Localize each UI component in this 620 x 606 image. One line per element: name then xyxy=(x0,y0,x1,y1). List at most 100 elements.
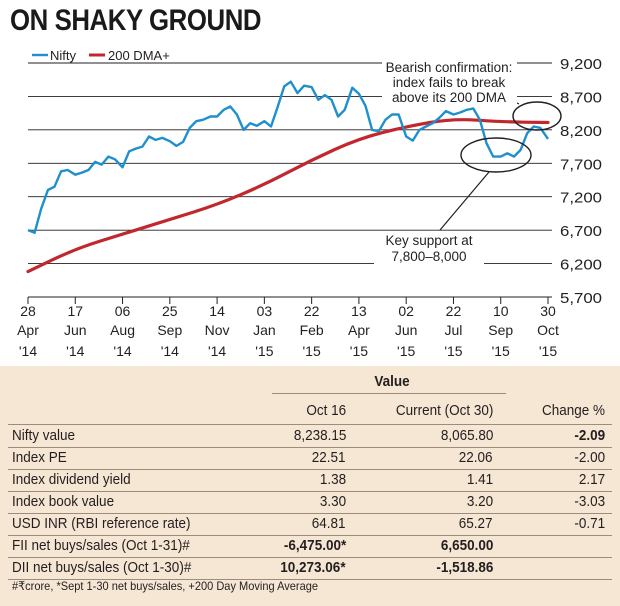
table-row-label: Index PE xyxy=(12,449,67,466)
row-divider xyxy=(8,447,612,448)
x-tick-label: Sep xyxy=(157,322,182,338)
x-tick-label: 06 xyxy=(115,303,131,319)
x-tick-label: Jan xyxy=(253,322,276,338)
x-tick-label: 03 xyxy=(257,303,273,319)
y-tick-label: 8,700 xyxy=(560,89,602,106)
y-tick-label: 8,200 xyxy=(560,123,602,140)
x-tick-label: Jun xyxy=(395,322,418,338)
header-rule xyxy=(272,393,506,394)
row-divider xyxy=(8,557,612,558)
y-tick-label: 9,200 xyxy=(560,56,602,73)
annotation-text: above its 200 DMA xyxy=(392,90,506,105)
x-tick-label: '14 xyxy=(113,343,131,359)
row-divider xyxy=(8,469,612,470)
page-title: ON SHAKY GROUND xyxy=(10,4,262,37)
table-row-label: DII net buys/sales (Oct 1-30)# xyxy=(12,559,192,576)
legend-label-200dma: 200 DMA+ xyxy=(108,48,170,63)
y-tick-label: 5,700 xyxy=(560,290,602,307)
table-row-label: USD INR (RBI reference rate) xyxy=(12,515,191,532)
table-cell: 22.06 xyxy=(459,449,493,466)
annotation-text: 7,800–8,000 xyxy=(391,249,466,264)
x-tick-label: '15 xyxy=(255,343,273,359)
x-tick-label: Sep xyxy=(488,322,513,338)
row-divider xyxy=(8,513,612,514)
annotation-leader xyxy=(439,171,490,231)
annotation-text: index fails to break xyxy=(393,75,506,90)
x-tick-label: 30 xyxy=(540,303,556,319)
x-tick-label: 13 xyxy=(351,303,367,319)
y-tick-label: 7,200 xyxy=(560,190,602,207)
table-cell: 1.38 xyxy=(319,471,346,488)
row-divider xyxy=(8,579,612,580)
x-tick-label: Aug xyxy=(110,322,135,338)
x-tick-label: '15 xyxy=(350,343,368,359)
table-cell: -6,475.00* xyxy=(283,537,346,554)
table-row-label: Index book value xyxy=(12,493,115,510)
line-chart: 9,200 8,700 8,200 7,700 7,200 6,700 6,200 5,700… xyxy=(17,48,602,359)
x-tick-label: '14 xyxy=(66,343,84,359)
table-cell: 8,238.15 xyxy=(293,427,346,444)
x-tick-label: '15 xyxy=(444,343,462,359)
x-tick-label: Nov xyxy=(205,322,230,338)
row-divider xyxy=(8,535,612,536)
y-tick-label: 6,700 xyxy=(560,223,602,240)
table-cell: 2.17 xyxy=(578,471,605,488)
table-column-header: Oct 16 xyxy=(306,402,346,419)
x-tick-label: Apr xyxy=(348,322,370,338)
annotation-box xyxy=(382,57,517,105)
x-tick-label: 02 xyxy=(398,303,414,319)
x-tick-label: 10 xyxy=(493,303,509,319)
x-tick-label: Jun xyxy=(64,322,87,338)
x-tick-label: Jul xyxy=(445,322,463,338)
table-cell: 65.27 xyxy=(459,515,493,532)
x-tick-label: '15 xyxy=(539,343,557,359)
x-tick-label: 22 xyxy=(446,303,462,319)
row-divider xyxy=(8,491,612,492)
x-tick-label: '14 xyxy=(208,343,226,359)
table-cell: 10,273.06* xyxy=(280,559,346,576)
series-line-200dma xyxy=(26,118,550,274)
table-cell: 22.51 xyxy=(312,449,346,466)
table-row-label: Nifty value xyxy=(12,427,76,444)
table-cell: -1,518.86 xyxy=(435,559,493,576)
table-cell: -3.03 xyxy=(574,493,605,510)
x-tick-label: 14 xyxy=(209,303,225,319)
x-tick-label: 17 xyxy=(67,303,83,319)
table-cell: -2.09 xyxy=(574,427,605,444)
x-tick-label: 28 xyxy=(20,303,36,319)
table-cell: -0.71 xyxy=(574,515,605,532)
x-tick-label: 22 xyxy=(304,303,320,319)
table-cell: 64.81 xyxy=(312,515,346,532)
x-tick-label: Oct xyxy=(537,322,559,338)
table-row-label: Index dividend yield xyxy=(12,471,131,488)
data-table-panel xyxy=(0,366,620,606)
annotation-circle xyxy=(512,101,562,131)
table-group-header: Value xyxy=(374,373,410,390)
table-column-header: Change % xyxy=(541,402,605,419)
row-divider xyxy=(8,424,612,425)
x-tick-label: '15 xyxy=(492,343,510,359)
x-tick-label: Feb xyxy=(300,322,324,338)
annotation-box xyxy=(374,232,484,266)
x-tick-label: '14 xyxy=(19,343,37,359)
table-cell: 3.20 xyxy=(466,493,493,510)
x-tick-label: '15 xyxy=(397,343,415,359)
annotation-text: Bearish confirmation: xyxy=(386,60,513,75)
x-tick-label: Apr xyxy=(17,322,39,338)
x-tick-label: 25 xyxy=(162,303,178,319)
x-tick-label: '15 xyxy=(303,343,321,359)
y-tick-label: 7,700 xyxy=(560,156,602,173)
series-line-nifty xyxy=(27,80,549,234)
annotation-circle xyxy=(460,137,532,173)
table-cell: 1.41 xyxy=(466,471,493,488)
annotation-text: Key support at xyxy=(385,233,472,248)
footnote: #₹crore, *Sept 1-30 net buys/sales, +200… xyxy=(12,579,319,593)
x-tick-label: '14 xyxy=(161,343,179,359)
table-cell: 8,065.80 xyxy=(440,427,493,444)
table-row-label: FII net buys/sales (Oct 1-31)# xyxy=(12,537,190,554)
y-tick-label: 6,200 xyxy=(560,257,602,274)
table-cell: 3.30 xyxy=(319,493,346,510)
table-column-header: Current (Oct 30) xyxy=(395,402,493,419)
table-cell: 6,650.00 xyxy=(440,537,493,554)
